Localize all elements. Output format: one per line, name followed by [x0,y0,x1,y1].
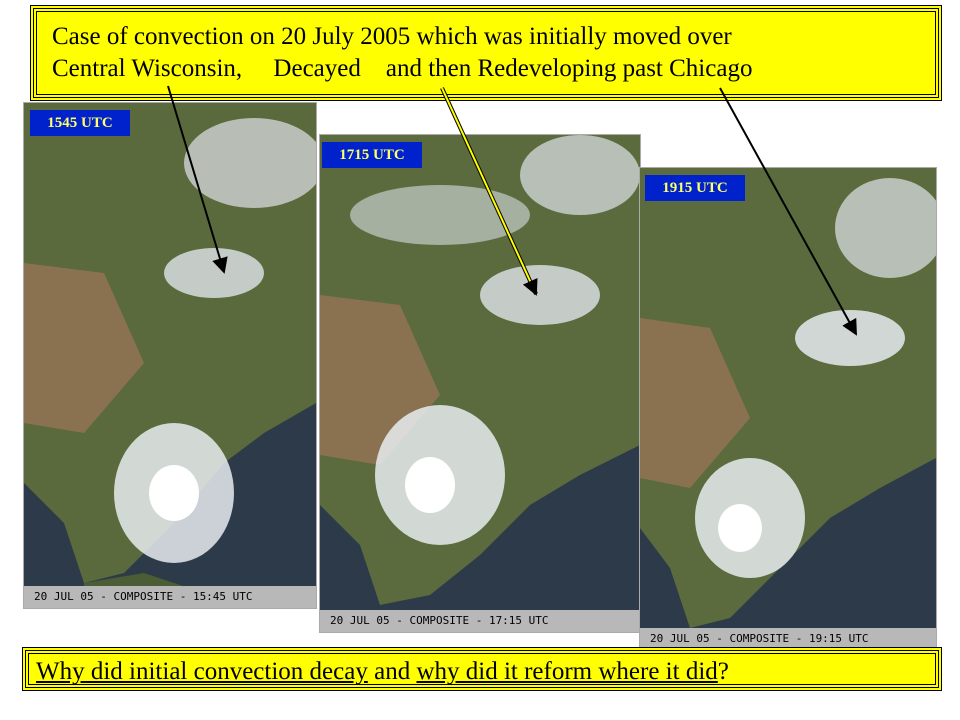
time-label: 1915 UTC [645,175,745,201]
image-caption: 20 JUL 05 - COMPOSITE - 19:15 UTC [640,628,936,650]
question-part: ? [717,658,729,685]
image-caption: 20 JUL 05 - COMPOSITE - 17:15 UTC [320,610,640,632]
arrow [719,87,857,336]
footer-box: Why did initial convection decay and why… [22,647,942,691]
satellite-panel: 1715 UTC 20 JUL 05 - COMPOSITE - 17:15 U… [320,135,640,632]
satellite-image [24,103,316,608]
arrow [441,87,538,296]
image-caption: 20 JUL 05 - COMPOSITE - 15:45 UTC [24,586,316,608]
title-box: Case of convection on 20 July 2005 which… [30,5,942,101]
time-label: 1545 UTC [30,110,130,136]
question-part: Why did initial convection decay [36,658,368,685]
satellite-image [640,168,936,650]
question-part: and [367,658,417,685]
satellite-panel: 1915 UTC 20 JUL 05 - COMPOSITE - 19:15 U… [640,168,936,650]
satellite-image [320,135,640,632]
satellite-panel: 1545 UTC 20 JUL 05 - COMPOSITE - 15:45 U… [24,103,316,608]
time-label: 1715 UTC [322,142,422,168]
arrow [167,85,228,274]
title-line: Case of convection on 20 July 2005 which… [52,23,732,50]
question-part: why did it reform where it did [416,658,718,685]
title-line: Central Wisconsin, Decayed and then Rede… [52,55,753,82]
